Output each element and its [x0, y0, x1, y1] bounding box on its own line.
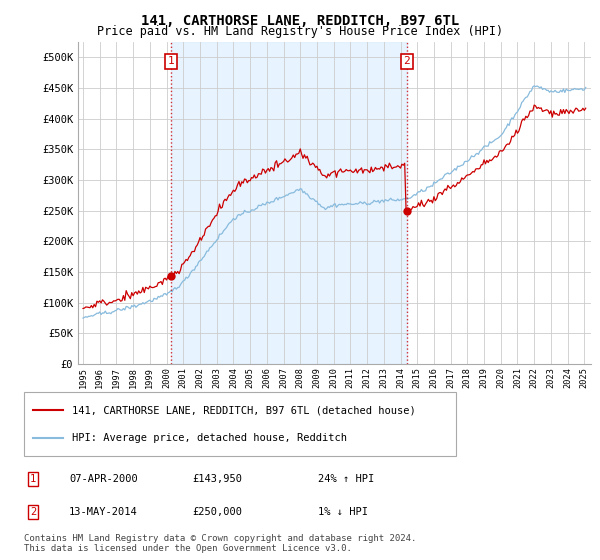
- Text: 07-APR-2000: 07-APR-2000: [69, 474, 138, 484]
- Text: HPI: Average price, detached house, Redditch: HPI: Average price, detached house, Redd…: [71, 433, 347, 444]
- Text: 2: 2: [30, 507, 36, 517]
- Text: Price paid vs. HM Land Registry's House Price Index (HPI): Price paid vs. HM Land Registry's House …: [97, 25, 503, 38]
- Text: 24% ↑ HPI: 24% ↑ HPI: [318, 474, 374, 484]
- Text: 1: 1: [168, 57, 175, 67]
- Text: Contains HM Land Registry data © Crown copyright and database right 2024.
This d: Contains HM Land Registry data © Crown c…: [24, 534, 416, 553]
- Text: £143,950: £143,950: [192, 474, 242, 484]
- Text: £250,000: £250,000: [192, 507, 242, 517]
- Text: 1: 1: [30, 474, 36, 484]
- Bar: [171, 42, 407, 364]
- Text: 13-MAY-2014: 13-MAY-2014: [69, 507, 138, 517]
- FancyBboxPatch shape: [24, 392, 456, 456]
- Text: 141, CARTHORSE LANE, REDDITCH, B97 6TL: 141, CARTHORSE LANE, REDDITCH, B97 6TL: [141, 14, 459, 28]
- Text: 2: 2: [403, 57, 410, 67]
- Text: 141, CARTHORSE LANE, REDDITCH, B97 6TL (detached house): 141, CARTHORSE LANE, REDDITCH, B97 6TL (…: [71, 405, 415, 415]
- Text: 1% ↓ HPI: 1% ↓ HPI: [318, 507, 368, 517]
